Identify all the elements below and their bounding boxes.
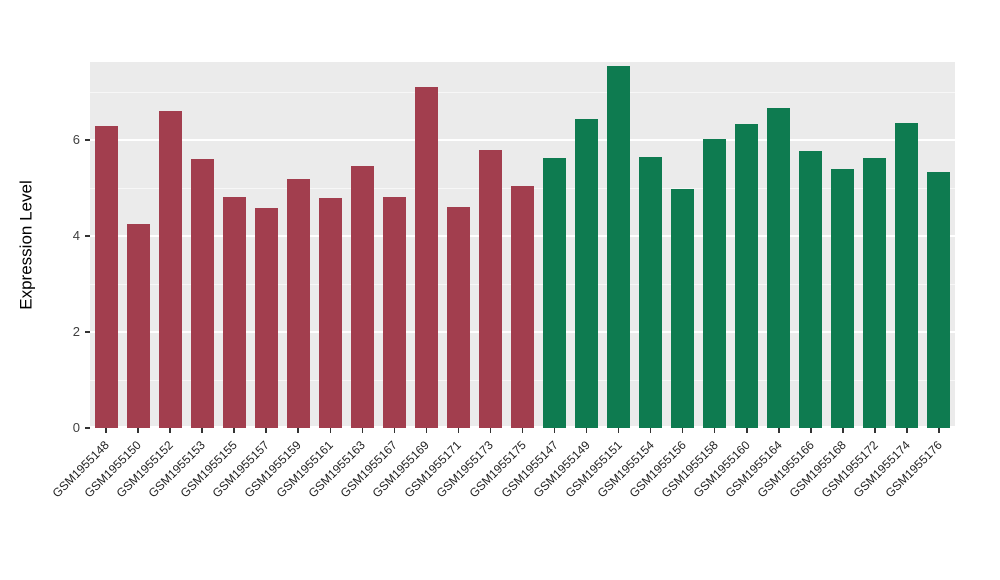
x-tick-label: GSM1955174 bbox=[850, 438, 913, 501]
bar-GSM1955161 bbox=[318, 197, 342, 428]
bar-GSM1955172 bbox=[863, 158, 887, 428]
x-tick-mark bbox=[137, 428, 139, 433]
x-tick-label: GSM1955173 bbox=[434, 438, 497, 501]
x-tick-label: GSM1955164 bbox=[722, 438, 785, 501]
x-tick-label: GSM1955151 bbox=[562, 438, 625, 501]
bar-GSM1955175 bbox=[511, 185, 534, 428]
x-tick-mark bbox=[585, 428, 588, 433]
y-tick-label: 4 bbox=[72, 228, 80, 244]
bar-GSM1955151 bbox=[607, 65, 631, 428]
bar-GSM1955163 bbox=[350, 165, 374, 428]
bar-GSM1955159 bbox=[286, 178, 310, 428]
x-tick-mark bbox=[361, 428, 364, 433]
bar-GSM1955164 bbox=[767, 108, 791, 428]
x-tick-mark bbox=[938, 428, 940, 433]
y-tick-label: 6 bbox=[72, 132, 80, 148]
bar-GSM1955157 bbox=[254, 208, 278, 428]
bar-GSM1955166 bbox=[799, 150, 823, 428]
bar-GSM1955174 bbox=[895, 123, 919, 428]
x-tick-label: GSM1955155 bbox=[177, 438, 241, 501]
minor-gridline bbox=[90, 91, 955, 93]
x-tick-label: GSM1955152 bbox=[113, 438, 176, 501]
bar-GSM1955169 bbox=[414, 87, 438, 428]
x-tick-label: GSM1955153 bbox=[145, 438, 209, 501]
x-tick-label: GSM1955172 bbox=[818, 438, 881, 501]
x-tick-label: GSM1955171 bbox=[402, 438, 465, 501]
x-tick-mark bbox=[906, 428, 908, 433]
bar-GSM1955147 bbox=[543, 158, 567, 428]
bar-GSM1955173 bbox=[478, 149, 502, 428]
x-tick-label: GSM1955168 bbox=[786, 438, 849, 501]
x-tick-label: GSM1955169 bbox=[370, 438, 433, 501]
x-tick-mark bbox=[457, 428, 460, 433]
x-tick-mark bbox=[842, 428, 844, 433]
x-tick-label: GSM1955160 bbox=[690, 438, 753, 501]
x-tick-mark bbox=[713, 428, 716, 433]
x-tick-label: GSM1955154 bbox=[594, 438, 657, 501]
bar-GSM1955154 bbox=[639, 156, 663, 428]
bar-GSM1955171 bbox=[446, 207, 470, 428]
x-tick-mark bbox=[778, 428, 780, 433]
x-tick-label: GSM1955158 bbox=[658, 438, 721, 501]
x-tick-mark bbox=[297, 428, 299, 433]
x-tick-mark bbox=[617, 428, 620, 433]
x-tick-label: GSM1955166 bbox=[754, 438, 817, 501]
x-tick-label: GSM1955147 bbox=[498, 438, 561, 501]
bar-GSM1955153 bbox=[190, 159, 214, 428]
x-tick-label: GSM1955176 bbox=[882, 438, 945, 501]
x-tick-mark bbox=[489, 428, 492, 433]
x-tick-label: GSM1955167 bbox=[337, 438, 401, 501]
x-tick-mark bbox=[201, 428, 203, 433]
x-tick-mark bbox=[810, 428, 812, 433]
x-tick-mark bbox=[425, 428, 428, 433]
y-axis-title: Expression Level bbox=[17, 180, 36, 310]
bar-GSM1955168 bbox=[831, 168, 855, 428]
bar-GSM1955150 bbox=[126, 224, 150, 428]
x-tick-mark bbox=[393, 428, 396, 433]
bar-GSM1955149 bbox=[575, 118, 599, 428]
x-tick-label: GSM1955156 bbox=[626, 438, 689, 501]
x-tick-label: GSM1955163 bbox=[305, 438, 369, 501]
plot-panel bbox=[90, 62, 955, 428]
bar-GSM1955155 bbox=[222, 196, 246, 428]
x-tick-mark bbox=[105, 428, 107, 433]
x-tick-label: GSM1955150 bbox=[81, 438, 144, 501]
x-tick-mark bbox=[521, 428, 524, 433]
x-tick-label: GSM1955161 bbox=[273, 438, 337, 501]
y-tick-label: 0 bbox=[72, 420, 80, 435]
x-tick-label: GSM1955149 bbox=[530, 438, 593, 501]
bar-GSM1955152 bbox=[158, 111, 182, 428]
x-tick-mark bbox=[649, 428, 652, 433]
x-tick-mark bbox=[681, 428, 684, 433]
bar-GSM1955176 bbox=[927, 172, 951, 428]
bar-GSM1955158 bbox=[703, 139, 727, 428]
bar-GSM1955167 bbox=[382, 196, 406, 428]
x-tick-mark bbox=[233, 428, 235, 433]
y-axis-title-wrap: Expression Level bbox=[8, 62, 46, 428]
x-tick-mark bbox=[874, 428, 876, 433]
bar-GSM1955148 bbox=[94, 125, 118, 428]
x-tick-mark bbox=[746, 428, 748, 433]
bar-GSM1955160 bbox=[735, 124, 759, 428]
x-tick-label: GSM1955157 bbox=[209, 438, 273, 501]
bar-GSM1955156 bbox=[671, 189, 695, 428]
x-tick-mark bbox=[169, 428, 171, 433]
x-tick-mark bbox=[553, 428, 556, 433]
major-gridline bbox=[90, 139, 955, 142]
y-tick-label: 2 bbox=[72, 324, 80, 340]
x-tick-label: GSM1955148 bbox=[49, 438, 112, 501]
x-tick-mark bbox=[265, 428, 267, 433]
x-tick-mark bbox=[329, 428, 332, 433]
x-tick-label: GSM1955159 bbox=[241, 438, 305, 501]
x-tick-label: GSM1955175 bbox=[466, 438, 529, 501]
